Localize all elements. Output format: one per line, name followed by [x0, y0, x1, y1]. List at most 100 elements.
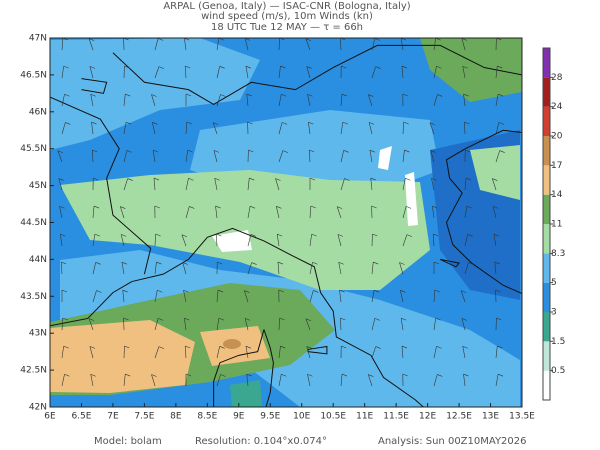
barb	[497, 65, 503, 69]
colorbar-label: 1.5	[551, 337, 565, 347]
colorbar-band	[543, 341, 550, 371]
barb	[61, 289, 68, 293]
coastline	[439, 258, 461, 268]
barb	[157, 318, 164, 321]
barb	[464, 234, 468, 247]
barb	[278, 94, 282, 107]
barb	[463, 93, 469, 97]
coastlines	[50, 44, 522, 407]
barb	[495, 122, 500, 135]
barb	[152, 150, 156, 163]
barb	[59, 205, 65, 209]
barb	[153, 149, 159, 153]
barb	[371, 66, 376, 79]
barb	[495, 150, 500, 163]
barb	[399, 262, 404, 275]
barb	[281, 122, 288, 125]
barb	[277, 262, 280, 275]
barb	[88, 38, 94, 51]
barb	[152, 122, 156, 135]
barb	[184, 318, 187, 331]
barb	[305, 318, 311, 331]
barb	[123, 317, 129, 321]
barb	[123, 178, 128, 191]
barb	[153, 178, 156, 191]
barb	[308, 122, 311, 135]
barb	[276, 234, 280, 247]
x-tick-label: 9E	[233, 412, 245, 422]
barb	[276, 206, 280, 219]
barb	[401, 65, 408, 69]
barb	[399, 262, 405, 265]
barb	[244, 38, 251, 41]
barb	[244, 318, 251, 321]
barb	[154, 234, 156, 247]
barb	[60, 262, 63, 275]
barb	[93, 205, 100, 209]
barb	[216, 94, 221, 107]
barb	[247, 262, 252, 275]
barb	[342, 121, 348, 125]
barb	[126, 150, 133, 153]
barb	[437, 374, 443, 377]
barb	[125, 121, 132, 125]
barb	[339, 290, 342, 303]
x-tick-label: 8E	[170, 412, 182, 422]
barb	[216, 318, 220, 331]
barb	[245, 65, 252, 69]
barb	[183, 290, 187, 303]
x-tick-label: 6E	[44, 412, 56, 422]
colorbar-band	[543, 282, 550, 312]
barb	[433, 94, 438, 107]
barb	[495, 346, 498, 359]
barb	[151, 374, 156, 387]
barb	[123, 94, 126, 107]
x-tick-label: 12E	[419, 412, 436, 422]
barb	[305, 318, 312, 322]
barb	[402, 122, 404, 135]
barb	[307, 94, 311, 107]
barb	[492, 206, 499, 209]
barb	[247, 121, 253, 125]
barb	[61, 261, 67, 265]
barb	[341, 345, 347, 349]
colorbar-label: 20	[551, 132, 563, 142]
barb	[185, 93, 192, 97]
barb	[92, 150, 94, 163]
barb	[61, 374, 65, 387]
barb	[306, 346, 312, 349]
barb	[492, 178, 498, 181]
barb	[212, 122, 218, 135]
barb	[281, 373, 287, 377]
barb	[341, 65, 347, 69]
barb	[493, 234, 497, 247]
x-tick-label: 7.5E	[134, 412, 154, 422]
barb	[307, 373, 313, 377]
barb	[493, 233, 500, 237]
barb	[400, 290, 404, 303]
barb	[247, 234, 252, 247]
barb	[461, 318, 468, 321]
barb	[62, 317, 68, 321]
barb	[189, 206, 195, 209]
y-tick-label: 46N	[29, 107, 47, 117]
barb	[463, 94, 466, 107]
x-tick-label: 11.5E	[383, 412, 409, 422]
barb	[405, 177, 411, 181]
barb	[185, 206, 190, 219]
barb	[90, 373, 96, 377]
colorbar-label: 11	[551, 220, 562, 230]
barb	[495, 66, 498, 79]
barb	[64, 93, 70, 97]
barb	[151, 94, 157, 97]
barb	[94, 233, 100, 237]
barb	[433, 290, 436, 303]
barb	[61, 122, 66, 135]
barb	[492, 178, 497, 191]
coastline	[445, 129, 522, 295]
barb	[336, 206, 342, 219]
barb	[402, 234, 408, 247]
barb	[340, 94, 343, 107]
barb	[461, 38, 468, 41]
